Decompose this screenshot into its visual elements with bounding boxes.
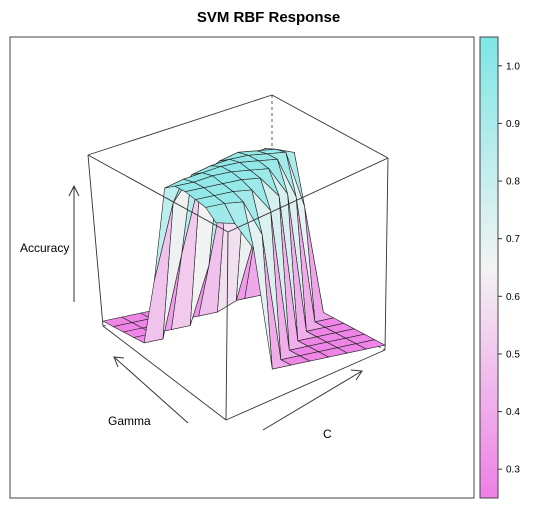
chart-title: SVM RBF Response (196, 9, 341, 26)
response-surface (102, 148, 386, 370)
plot-frame (9, 36, 475, 499)
box-top-edges (87, 94, 389, 159)
gamma-arrowhead (113, 356, 125, 368)
colorbar-tick-label: 1.0 (506, 61, 520, 72)
axis-arrows (68, 184, 363, 431)
box-front-edges (87, 154, 389, 421)
colorbar-ticks: 0.3 0.4 0.5 0.6 0.7 0.8 0.9 1.0 (498, 61, 520, 476)
surface-facet (205, 203, 236, 224)
c-axis-arrow (262, 370, 363, 431)
colorbar-tick-label: 0.6 (506, 292, 520, 303)
colorbar-tick-label: 0.4 (506, 407, 520, 418)
x-axis-label: Gamma (108, 414, 151, 428)
colorbar-tick-label: 0.8 (506, 177, 520, 188)
colorbar-tick-label: 0.5 (506, 349, 520, 360)
accuracy-arrowhead (68, 184, 80, 197)
colorbar-tick-label: 0.7 (506, 234, 520, 245)
z-axis-label: Accuracy (20, 241, 69, 255)
colorbar-tick-label: 0.3 (506, 465, 520, 476)
gamma-axis-arrow (113, 356, 189, 424)
y-axis-label: C (323, 427, 332, 441)
c-arrowhead (350, 369, 363, 381)
colorbar (479, 36, 499, 499)
colorbar-tick-label: 0.9 (506, 119, 520, 130)
